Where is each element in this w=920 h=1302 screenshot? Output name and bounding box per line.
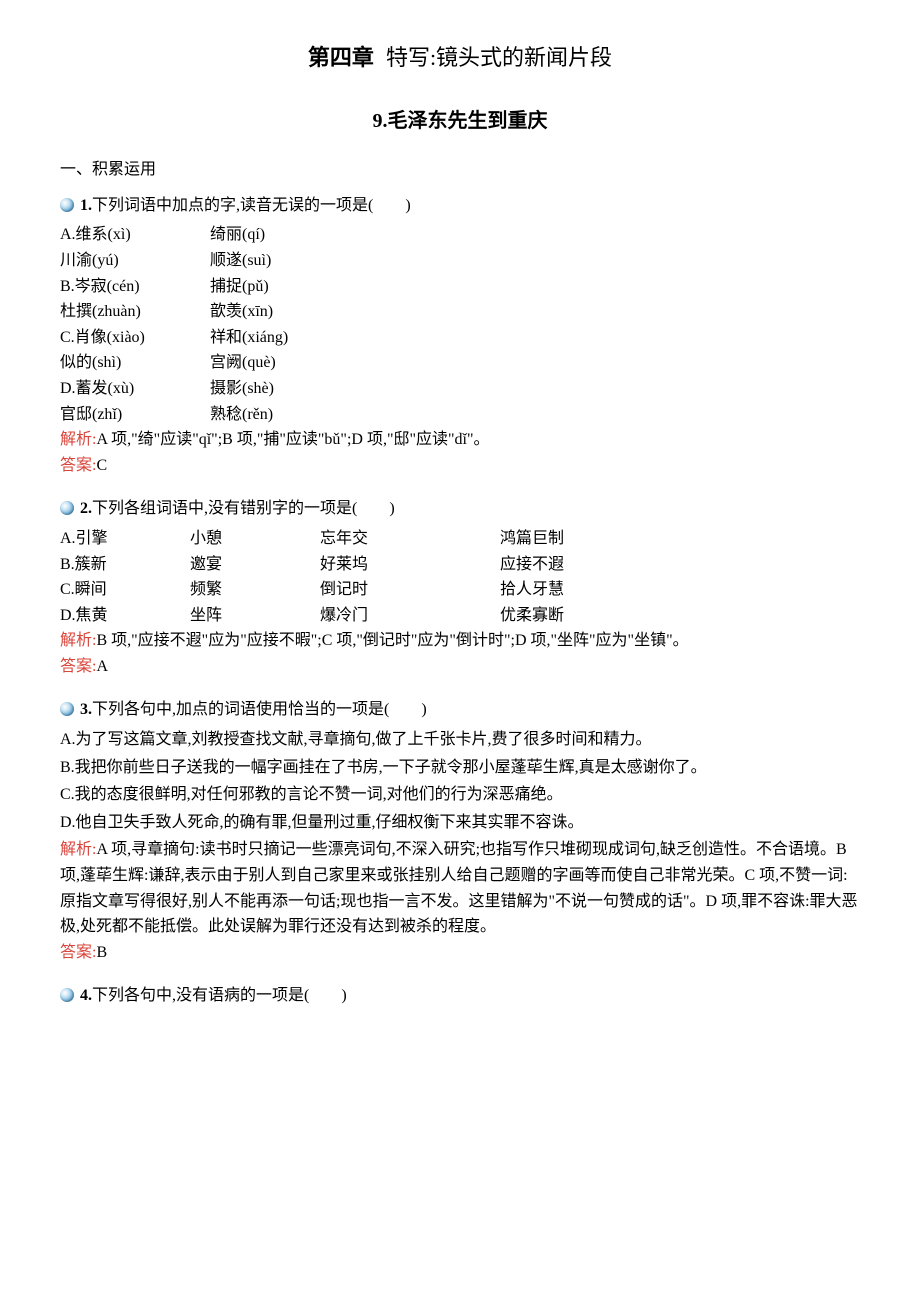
q2-header: 2.下列各组词语中,没有错别字的一项是( ) xyxy=(60,496,860,522)
q1-c2: 捕捉(pǔ) xyxy=(210,274,269,300)
q1-d1: 杜撰(zhuàn) xyxy=(60,299,210,325)
q1-analysis: A 项,"绮"应读"qǐ";B 项,"捕"应读"bǔ";D 项,"邸"应读"dǐ… xyxy=(96,431,489,448)
q2-options: A.引擎小憩忘年交鸿篇巨制 B.簇新邀宴好莱坞应接不遐 C.瞬间频繁倒记时拾人牙… xyxy=(60,526,860,628)
q2-r1c4: 鸿篇巨制 xyxy=(500,526,860,552)
section-title: 一、积累运用 xyxy=(60,157,860,183)
q2-r3c2: 频繁 xyxy=(190,577,320,603)
q1-num: 1. xyxy=(80,197,92,214)
sphere-bullet-icon xyxy=(60,198,74,212)
q2-answer-row: 答案:A xyxy=(60,654,860,680)
q1-c1: B.岑寂(cén) xyxy=(60,274,210,300)
q1-analysis-row: 解析:A 项,"绮"应读"qǐ";B 项,"捕"应读"bǔ";D 项,"邸"应读… xyxy=(60,427,860,453)
q2-r1c2: 小憩 xyxy=(190,526,320,552)
q3-analysis: A 项,寻章摘句:读书时只摘记一些漂亮词句,不深入研究;也指写作只堆砌现成词句,… xyxy=(60,841,858,935)
q2-r3c1: C.瞬间 xyxy=(60,577,190,603)
q2-r2c3: 好莱坞 xyxy=(320,552,500,578)
analysis-label: 解析: xyxy=(60,841,96,858)
chapter-rest: 特写:镜头式的新闻片段 xyxy=(386,45,612,70)
q3-answer-row: 答案:B xyxy=(60,940,860,966)
answer-label: 答案: xyxy=(60,457,96,474)
q2-answer: A xyxy=(96,658,108,675)
q2-r2c2: 邀宴 xyxy=(190,552,320,578)
q1-d2: 歆羡(xīn) xyxy=(210,299,273,325)
q3-opt-a: A.为了写这篇文章,刘教授查找文献,寻章摘句,做了上千张卡片,费了很多时间和精力… xyxy=(60,727,860,753)
analysis-label: 解析: xyxy=(60,632,96,649)
q2-num: 2. xyxy=(80,500,92,517)
q2-r2c1: B.簇新 xyxy=(60,552,190,578)
q1-options: A.维系(xì)绮丽(qí) 川渝(yú)顺遂(suì) B.岑寂(cén)捕捉… xyxy=(60,222,860,427)
q1-e2: 祥和(xiáng) xyxy=(210,325,288,351)
q3-answer: B xyxy=(96,944,107,961)
q3-num: 3. xyxy=(80,701,92,718)
q1-g1: D.蓄发(xù) xyxy=(60,376,210,402)
q1-h2: 熟稔(rěn) xyxy=(210,402,273,428)
q3-analysis-row: 解析:A 项,寻章摘句:读书时只摘记一些漂亮词句,不深入研究;也指写作只堆砌现成… xyxy=(60,837,860,939)
q3-text: 下列各句中,加点的词语使用恰当的一项是( ) xyxy=(92,701,427,718)
q2-r4c1: D.焦黄 xyxy=(60,603,190,629)
q2-r4c4: 优柔寡断 xyxy=(500,603,860,629)
q1-e1: C.肖像(xiào) xyxy=(60,325,210,351)
question-3: 3.下列各句中,加点的词语使用恰当的一项是( ) A.为了写这篇文章,刘教授查找… xyxy=(60,697,860,965)
q2-r4c2: 坐阵 xyxy=(190,603,320,629)
q1-b1: 川渝(yú) xyxy=(60,248,210,274)
q4-text: 下列各句中,没有语病的一项是( ) xyxy=(92,987,347,1004)
q1-answer-row: 答案:C xyxy=(60,453,860,479)
q1-a2: 绮丽(qí) xyxy=(210,222,265,248)
chapter-bold: 第四章 xyxy=(308,45,374,70)
answer-label: 答案: xyxy=(60,944,96,961)
q2-r3c3: 倒记时 xyxy=(320,577,500,603)
q1-a1: A.维系(xì) xyxy=(60,222,210,248)
q1-h1: 官邸(zhǐ) xyxy=(60,402,210,428)
q2-r1c1: A.引擎 xyxy=(60,526,190,552)
q1-f1: 似的(shì) xyxy=(60,350,210,376)
q2-analysis-row: 解析:B 项,"应接不遐"应为"应接不暇";C 项,"倒记时"应为"倒计时";D… xyxy=(60,628,860,654)
q2-r2c4: 应接不遐 xyxy=(500,552,860,578)
q4-header: 4.下列各句中,没有语病的一项是( ) xyxy=(60,983,860,1009)
q2-text: 下列各组词语中,没有错别字的一项是( ) xyxy=(92,500,395,517)
sphere-bullet-icon xyxy=(60,501,74,515)
q1-header: 1.下列词语中加点的字,读音无误的一项是( ) xyxy=(60,193,860,219)
q3-opt-d: D.他自卫失手致人死命,的确有罪,但量刑过重,仔细权衡下来其实罪不容诛。 xyxy=(60,810,860,836)
q1-answer: C xyxy=(96,457,107,474)
sphere-bullet-icon xyxy=(60,988,74,1002)
question-2: 2.下列各组词语中,没有错别字的一项是( ) A.引擎小憩忘年交鸿篇巨制 B.簇… xyxy=(60,496,860,679)
sphere-bullet-icon xyxy=(60,702,74,716)
q3-header: 3.下列各句中,加点的词语使用恰当的一项是( ) xyxy=(60,697,860,723)
question-4: 4.下列各句中,没有语病的一项是( ) xyxy=(60,983,860,1009)
q3-opt-c: C.我的态度很鲜明,对任何邪教的言论不赞一词,对他们的行为深恶痛绝。 xyxy=(60,782,860,808)
question-1: 1.下列词语中加点的字,读音无误的一项是( ) A.维系(xì)绮丽(qí) 川… xyxy=(60,193,860,479)
q2-r4c3: 爆冷门 xyxy=(320,603,500,629)
q1-f2: 宫阙(què) xyxy=(210,350,276,376)
q1-text: 下列词语中加点的字,读音无误的一项是( ) xyxy=(92,197,411,214)
q2-r1c3: 忘年交 xyxy=(320,526,500,552)
chapter-title: 第四章特写:镜头式的新闻片段 xyxy=(60,40,860,75)
q2-analysis: B 项,"应接不遐"应为"应接不暇";C 项,"倒记时"应为"倒计时";D 项,… xyxy=(96,632,688,649)
q4-num: 4. xyxy=(80,987,92,1004)
q3-opt-b: B.我把你前些日子送我的一幅字画挂在了书房,一下子就令那小屋蓬荜生辉,真是太感谢… xyxy=(60,755,860,781)
q2-r3c4: 拾人牙慧 xyxy=(500,577,860,603)
analysis-label: 解析: xyxy=(60,431,96,448)
q1-g2: 摄影(shè) xyxy=(210,376,274,402)
answer-label: 答案: xyxy=(60,658,96,675)
q1-b2: 顺遂(suì) xyxy=(210,248,271,274)
lesson-title: 9.毛泽东先生到重庆 xyxy=(60,105,860,137)
